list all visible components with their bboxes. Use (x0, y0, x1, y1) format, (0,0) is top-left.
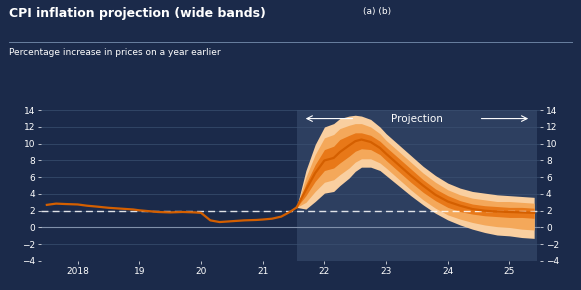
Text: (a) (b): (a) (b) (363, 7, 391, 16)
Text: Percentage increase in prices on a year earlier: Percentage increase in prices on a year … (9, 48, 220, 57)
Text: CPI inflation projection (wide bands): CPI inflation projection (wide bands) (9, 7, 270, 20)
Text: Projection: Projection (391, 114, 443, 124)
Bar (297, 110, 537, 261)
